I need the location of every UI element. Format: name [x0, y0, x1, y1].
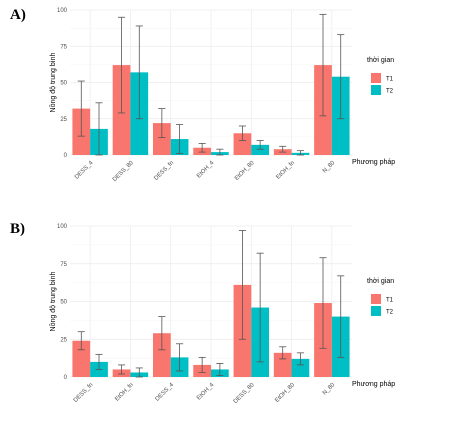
bar-t1 — [72, 340, 91, 377]
error-bar-t2 — [176, 124, 184, 154]
y-tick-label: 75 — [60, 262, 67, 268]
legend-key-t2 — [371, 306, 381, 316]
y-tick-label: 50 — [60, 300, 67, 306]
bar-t1 — [152, 123, 171, 155]
error-bar-t2 — [337, 34, 345, 120]
legend-title: thời gian — [367, 57, 394, 64]
error-bar-t2 — [216, 363, 224, 376]
error-bar-t2 — [256, 252, 264, 363]
x-tick-label: EtOH_80 — [234, 160, 256, 182]
bar-t1 — [273, 352, 292, 377]
legend: thời gian T1 T2 — [367, 57, 394, 95]
legend-label: T1 — [386, 77, 394, 83]
grid — [70, 9, 352, 156]
x-axis-title: Phương pháp — [352, 159, 395, 166]
error-bar-t1 — [77, 80, 85, 137]
chart-panel-a: A) 0 25 50 75 100 DESS_4 DESS_80 DESS_fn EtOH_4 Et… — [10, 7, 395, 183]
error-bar-t2 — [135, 25, 143, 120]
legend: thời gian T1 T2 — [367, 278, 394, 316]
error-bar-t2 — [337, 275, 345, 358]
x-tick-label: DESS_fn — [153, 160, 175, 182]
y-tick-label: 50 — [60, 81, 67, 87]
y-tick-label: 100 — [57, 224, 68, 230]
bars — [72, 13, 350, 156]
x-tick-label: DESS_fn — [73, 382, 95, 404]
x-tick-label: EtOH_4 — [196, 382, 216, 402]
error-bar-t1 — [198, 142, 206, 153]
x-tick-label: EtOH_fn — [275, 160, 296, 181]
legend-title: thời gian — [367, 278, 394, 285]
chart-panel-b: B) 0 25 50 75 100 DESS_fn EtOH_fn DESS_4 EtOH_4 DE… — [10, 221, 395, 405]
x-tick-label: EtOH_fn — [114, 382, 135, 403]
error-bar-t2 — [176, 343, 184, 372]
error-bar-t2 — [296, 352, 304, 366]
bar-t1 — [233, 133, 252, 155]
x-tick-label: DESS_80 — [112, 160, 135, 183]
bar-t1 — [152, 333, 171, 377]
x-tick-label: DESS_4 — [155, 382, 176, 403]
error-bar-t1 — [158, 108, 166, 139]
x-tick-label: EtOH_4 — [196, 160, 216, 180]
error-bar-t2 — [95, 353, 103, 370]
y-axis-title: Nồng độ trung bình — [48, 52, 57, 112]
error-bar-t1 — [77, 331, 85, 351]
legend-label: T2 — [386, 310, 394, 316]
x-tick-label: DESS_4 — [74, 160, 95, 181]
error-bar-t1 — [319, 257, 327, 349]
legend-key-t1 — [371, 73, 381, 83]
error-bar-t1 — [238, 125, 246, 141]
x-axis-title: Phương pháp — [352, 381, 395, 388]
panel-label: B) — [10, 221, 25, 237]
legend-label: T2 — [386, 89, 394, 95]
y-tick-label: 25 — [60, 337, 67, 343]
error-bar-t1 — [319, 13, 327, 117]
error-bar-t2 — [256, 140, 264, 150]
error-bar-t1 — [198, 356, 206, 373]
y-tick-label: 0 — [64, 153, 68, 159]
y-tick-label: 0 — [64, 375, 68, 381]
y-tick-label: 100 — [57, 8, 68, 14]
x-tick-label: N_80 — [322, 382, 337, 397]
error-bar-t2 — [95, 102, 103, 156]
x-tick-label: N_80 — [322, 160, 337, 175]
x-tick-label: DESS_80 — [233, 382, 256, 405]
error-bar-t1 — [118, 16, 126, 114]
error-bar-t2 — [216, 148, 224, 156]
bars — [72, 230, 350, 378]
legend-key-t2 — [371, 85, 381, 95]
y-axis-title: Nồng độ trung bình — [48, 271, 57, 331]
error-bar-t2 — [296, 150, 304, 156]
error-bar-t1 — [238, 230, 246, 340]
error-bar-t1 — [158, 316, 166, 351]
bar-t2 — [291, 358, 310, 377]
legend-key-t1 — [371, 294, 381, 304]
grid — [70, 225, 352, 378]
panel-label: A) — [10, 7, 26, 23]
error-bar-t1 — [279, 346, 287, 360]
error-bar-t2 — [135, 367, 143, 378]
error-bar-t1 — [118, 364, 126, 375]
legend-label: T1 — [386, 298, 394, 304]
x-tick-label: EtOH_80 — [274, 382, 296, 404]
y-tick-label: 75 — [60, 44, 67, 50]
y-tick-label: 25 — [60, 117, 67, 123]
bar-t2 — [251, 144, 270, 155]
error-bar-t1 — [279, 145, 287, 153]
